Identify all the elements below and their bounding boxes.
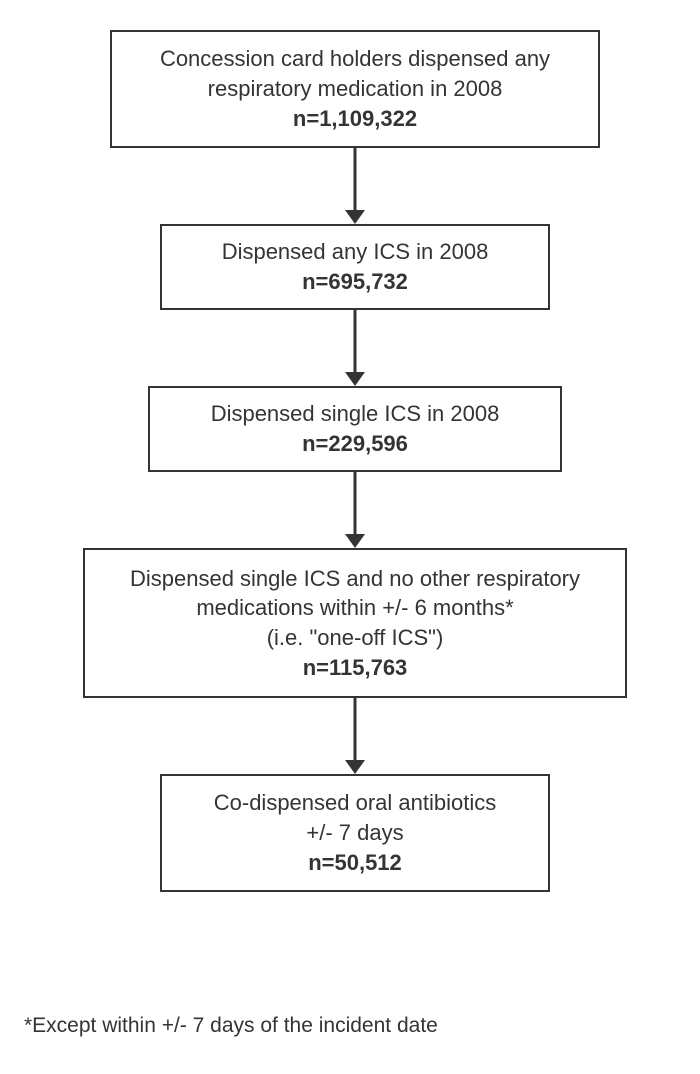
flow-node-text: n=229,596 xyxy=(302,429,408,459)
flow-node-text: Dispensed single ICS in 2008 xyxy=(211,399,500,429)
flow-node-n1: Concession card holders dispensed anyres… xyxy=(110,30,600,148)
flow-node-n2: Dispensed any ICS in 2008n=695,732 xyxy=(160,224,550,310)
flow-arrow xyxy=(343,148,367,224)
flow-node-text: medications within +/- 6 months* xyxy=(196,593,513,623)
flow-node-text: Dispensed any ICS in 2008 xyxy=(222,237,489,267)
flow-node-text: Concession card holders dispensed any xyxy=(160,44,550,74)
flow-arrow xyxy=(343,698,367,774)
flow-node-n3: Dispensed single ICS in 2008n=229,596 xyxy=(148,386,562,472)
flow-node-text: Dispensed single ICS and no other respir… xyxy=(130,564,580,594)
flow-node-text: +/- 7 days xyxy=(306,818,403,848)
flow-node-n5: Co-dispensed oral antibiotics+/- 7 daysn… xyxy=(160,774,550,892)
flow-arrow xyxy=(343,472,367,548)
footnote-text: *Except within +/- 7 days of the inciden… xyxy=(24,1014,438,1038)
flow-node-text: Co-dispensed oral antibiotics xyxy=(214,788,497,818)
flow-node-n4: Dispensed single ICS and no other respir… xyxy=(83,548,627,698)
flow-arrow xyxy=(343,310,367,386)
flow-node-text: n=695,732 xyxy=(302,267,408,297)
flow-node-text: n=50,512 xyxy=(308,848,402,878)
flow-node-text: respiratory medication in 2008 xyxy=(208,74,503,104)
flow-node-text: (i.e. "one-off ICS") xyxy=(267,623,444,653)
flow-node-text: n=1,109,322 xyxy=(293,104,417,134)
flow-node-text: n=115,763 xyxy=(303,653,408,683)
